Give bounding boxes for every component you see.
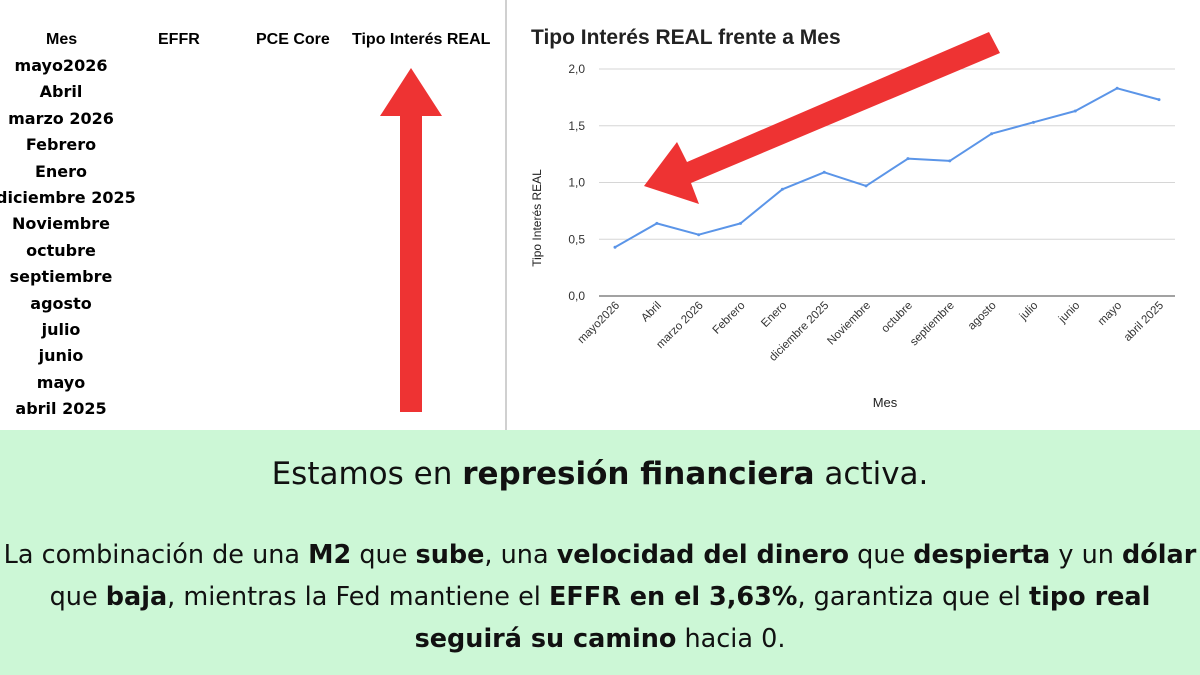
data-point <box>864 184 868 188</box>
emphasis-text: despierta <box>913 540 1051 570</box>
table-cell-month: Abril <box>39 82 83 102</box>
text-segment: y un <box>1050 540 1123 570</box>
data-point <box>1073 109 1077 113</box>
x-tick-label: septiembre <box>908 300 957 349</box>
data-point <box>697 233 701 237</box>
table-cell-month: diciembre 2025 <box>0 188 136 207</box>
series-line <box>614 87 1160 249</box>
table-cell-month: septiembre <box>9 267 113 287</box>
line-chart: Tipo Interés REAL frente a Mes 0,0 0,5 1,0… <box>530 26 1175 410</box>
text-segment: que <box>49 582 106 612</box>
emphasis-text: represión financiera <box>462 456 815 492</box>
spreadsheet-panel: Mes EFFR PCE Core Tipo Interés REAL mayo2026… <box>0 0 503 430</box>
data-point <box>780 187 784 191</box>
x-tick-label: Noviembre <box>825 300 873 348</box>
emphasis-text: dólar <box>1122 540 1197 570</box>
x-tick-label: abril 2025 <box>1122 300 1166 344</box>
data-point <box>655 221 659 225</box>
x-axis-label: Mes <box>873 395 898 410</box>
table-cell-month: octubre <box>26 240 96 260</box>
text-segment: activa. <box>814 456 929 492</box>
chart-title: Tipo Interés REAL frente a Mes <box>531 26 841 49</box>
data-point <box>822 170 826 174</box>
y-tick-labels: 0,0 0,5 1,0 1,5 2,0 <box>568 62 585 303</box>
text-segment: La combinación de una <box>3 540 309 570</box>
text-segment: , garantiza que el <box>797 582 1029 612</box>
series-layer <box>613 86 1161 249</box>
emphasis-text: velocidad del dinero <box>556 540 850 570</box>
y-tick-label: 1,5 <box>568 119 585 133</box>
x-tick-label: junio <box>1056 300 1082 326</box>
table-cell-month: Enero <box>34 161 88 181</box>
column-header: Mes <box>46 31 78 48</box>
text-segment: que <box>351 540 416 570</box>
emphasis-text: tipo real seguirá su camino <box>414 582 1151 654</box>
table-cell-month: Noviembre <box>11 214 110 234</box>
x-tick-label: mayo2026 <box>576 300 622 346</box>
y-axis-label: Tipo Interés REAL <box>530 169 544 267</box>
column-header: PCE Core <box>256 31 330 48</box>
emphasis-text: baja <box>105 582 168 612</box>
table-cell-month: agosto <box>30 293 92 313</box>
data-point <box>990 132 994 136</box>
y-tick-label: 2,0 <box>568 62 585 76</box>
chart-panel: Tipo Interés REAL frente a Mes 0,0 0,5 1,0… <box>505 0 1200 430</box>
text-segment: hacia 0. <box>676 624 786 654</box>
table-cell-month: marzo 2026 <box>8 108 114 128</box>
table-cell-month: mayo2026 <box>14 56 108 75</box>
table-cell-month: mayo <box>36 372 86 392</box>
x-tick-label: Enero <box>759 300 789 330</box>
column-header: EFFR <box>158 31 200 48</box>
data-point <box>613 245 617 249</box>
y-tick-label: 1,0 <box>568 176 585 190</box>
y-tick-label: 0,0 <box>568 289 585 303</box>
text-segment: , mientras la Fed mantiene el <box>167 582 549 612</box>
diagonal-arrow-icon <box>644 32 1000 204</box>
x-tick-label: mayo <box>1096 300 1124 328</box>
y-tick-label: 0,5 <box>568 232 585 246</box>
x-tick-label: agosto <box>966 300 999 333</box>
x-tick-label: Febrero <box>711 300 748 337</box>
body-text: La combinación de una M2 que sube, una v… <box>0 534 1200 660</box>
table-cell-month: abril 2025 <box>15 399 107 419</box>
data-point <box>948 159 952 163</box>
emphasis-text: M2 <box>308 540 352 570</box>
column-header: Tipo Interés REAL <box>352 31 491 48</box>
data-point <box>1031 120 1035 124</box>
emphasis-text: EFFR en el 3,63% <box>548 582 798 612</box>
text-segment: que <box>849 540 914 570</box>
gridlines <box>599 68 1175 297</box>
text-segment: , una <box>484 540 557 570</box>
text-segment: Estamos en <box>271 456 463 492</box>
data-point <box>739 221 743 225</box>
x-tick-label: julio <box>1017 300 1041 324</box>
x-tick-label: octubre <box>879 300 915 336</box>
headline: Estamos en represión financiera activa. <box>0 454 1200 494</box>
up-arrow-icon <box>380 68 442 412</box>
data-point <box>906 157 910 161</box>
message-panel: Estamos en represión financiera activa. … <box>0 430 1200 675</box>
table-cell-month: junio <box>38 346 84 366</box>
data-point <box>1115 86 1119 90</box>
data-point <box>1157 98 1161 102</box>
x-tick-label: Abril <box>639 300 664 325</box>
up-arrow-annotation <box>380 68 442 412</box>
table-cell-month: Febrero <box>25 135 97 155</box>
table-cell-month: julio <box>41 320 81 339</box>
emphasis-text: sube <box>415 540 485 570</box>
